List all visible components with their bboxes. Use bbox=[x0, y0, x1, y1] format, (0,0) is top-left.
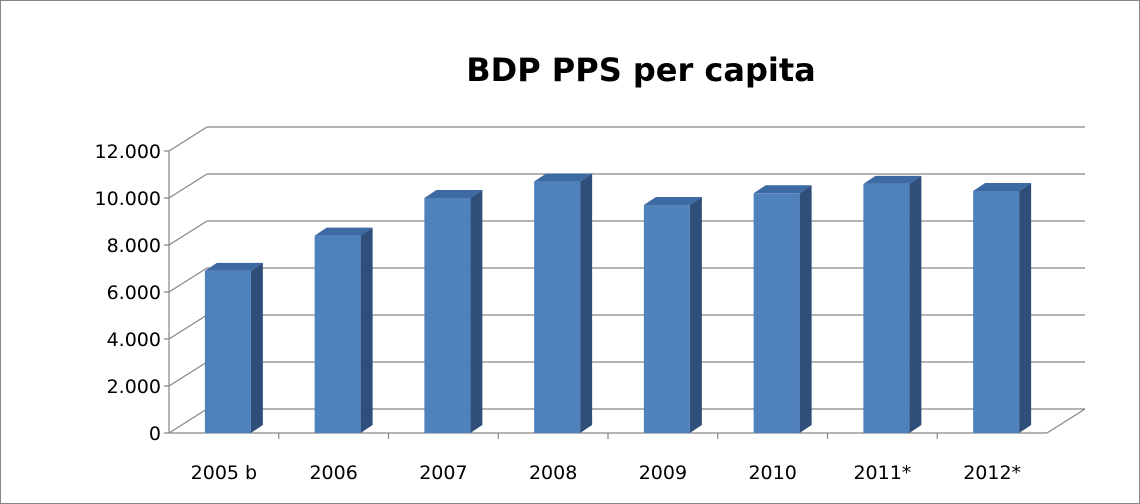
floor-edge bbox=[1046, 408, 1086, 434]
bar-side bbox=[580, 173, 593, 434]
bar-top bbox=[204, 262, 263, 271]
x-tick-label: 2005 b bbox=[191, 462, 257, 484]
bar-front bbox=[753, 193, 800, 433]
axes bbox=[164, 150, 1086, 434]
bar bbox=[863, 175, 922, 433]
bar-side bbox=[470, 190, 483, 433]
bar-side bbox=[1019, 182, 1032, 433]
bar-top bbox=[314, 227, 373, 236]
bar-front bbox=[863, 183, 910, 433]
y-tick-label: 6.000 bbox=[107, 282, 161, 304]
gridline-side bbox=[168, 267, 208, 293]
gridline-side bbox=[168, 408, 208, 434]
x-tick-label: 2011* bbox=[853, 462, 911, 484]
gridline-side bbox=[168, 126, 208, 152]
bars bbox=[204, 173, 1032, 434]
x-tick-label: 2007 bbox=[419, 462, 467, 484]
y-tick-label: 12.000 bbox=[95, 141, 161, 163]
x-tick-label: 2006 bbox=[309, 462, 357, 484]
bar bbox=[314, 227, 373, 433]
bar-front bbox=[204, 270, 251, 433]
y-tick-label: 8.000 bbox=[107, 235, 161, 257]
gridline-side bbox=[168, 314, 208, 340]
y-tick-label: 10.000 bbox=[95, 188, 161, 210]
bar-top bbox=[424, 190, 483, 198]
x-axis-tick-labels: 2005 b 2006 2007 2008 2009 2010 2011* 2012* bbox=[191, 433, 1021, 484]
gridline-side bbox=[168, 361, 208, 387]
bar-side bbox=[909, 175, 922, 433]
x-tick-label: 2010 bbox=[748, 462, 796, 484]
gridline-side bbox=[168, 220, 208, 246]
bar bbox=[534, 173, 593, 434]
bar bbox=[424, 190, 483, 433]
x-tick-label: 2009 bbox=[639, 462, 687, 484]
bar-side bbox=[799, 185, 812, 433]
bar-front bbox=[643, 205, 690, 433]
chart-title: BDP PPS per capita bbox=[466, 51, 816, 89]
bar-top bbox=[753, 185, 812, 194]
x-tick-label: 2008 bbox=[529, 462, 577, 484]
bar bbox=[204, 262, 263, 433]
bar-side bbox=[250, 262, 263, 433]
bar-top bbox=[534, 173, 593, 182]
y-tick-label: 4.000 bbox=[107, 329, 161, 351]
bar-top bbox=[973, 182, 1032, 191]
bar bbox=[753, 185, 812, 433]
bar bbox=[643, 197, 702, 433]
gridlines bbox=[168, 126, 1085, 434]
bar-top bbox=[643, 197, 702, 206]
y-tick-label: 2.000 bbox=[107, 376, 161, 398]
x-tick-label: 2012* bbox=[963, 462, 1021, 484]
bar-front bbox=[424, 198, 471, 433]
bar-top bbox=[863, 175, 922, 184]
bar-side bbox=[689, 197, 702, 433]
bar-side bbox=[360, 227, 373, 433]
bar-front bbox=[534, 181, 581, 433]
bar-front bbox=[973, 190, 1020, 433]
y-axis-tick-labels: 0 2.000 4.000 6.000 8.000 10.000 12.000 bbox=[95, 141, 161, 445]
gridline-side bbox=[168, 173, 208, 199]
y-tick-label: 0 bbox=[149, 423, 161, 445]
bar-front bbox=[314, 235, 361, 433]
bar bbox=[973, 182, 1032, 433]
